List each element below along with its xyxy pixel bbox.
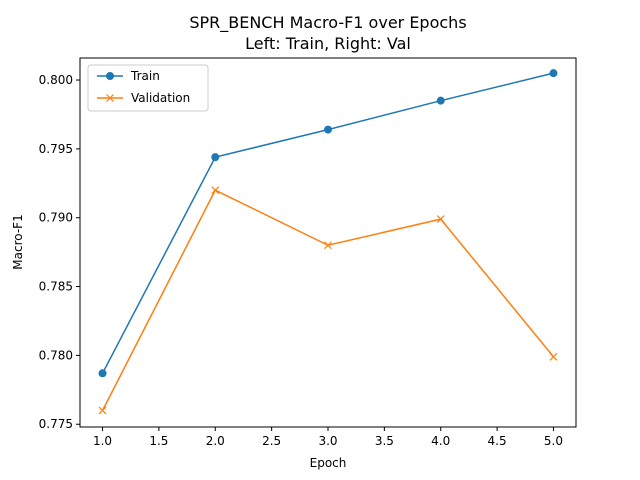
series-layer [98,69,558,415]
y-axis-label: Macro-F1 [11,214,25,269]
y-axis: 0.775 0.780 0.785 0.790 0.795 0.800 [39,73,80,431]
x-tick-label: 3.0 [318,434,337,448]
y-tick-label: 0.800 [39,73,73,87]
x-tick-label: 5.0 [544,434,563,448]
validation-point [436,215,445,224]
x-tick-label: 3.5 [375,434,394,448]
train-point [324,125,332,134]
legend: Train Validation [87,64,209,112]
legend-validation-marker [106,94,114,102]
x-tick-label: 2.0 [206,434,225,448]
x-axis: 1.0 1.5 2.0 2.5 3.0 3.5 4.0 4.5 5.0 [93,427,563,448]
validation-point [98,406,107,415]
train-point [549,69,558,78]
legend-train-label: Train [130,69,160,83]
x-tick-label: 4.5 [488,434,507,448]
y-tick-label: 0.790 [39,211,73,225]
chart-title: SPR_BENCH Macro-F1 over Epochs [189,13,466,33]
y-tick-label: 0.795 [39,142,73,156]
x-axis-label: Epoch [310,456,347,470]
plot-area [79,57,577,428]
validation-point [211,186,220,195]
y-tick-label: 0.785 [39,280,73,294]
legend-validation-label: Validation [131,91,190,105]
legend-x-marker [106,94,114,102]
x-tick-label: 4.0 [431,434,450,448]
legend-train-marker [106,72,114,80]
chart-subtitle: Left: Train, Right: Val [245,34,411,53]
validation-point [549,352,558,361]
y-tick-label: 0.775 [39,417,73,431]
x-tick-label: 2.5 [262,434,281,448]
x-tick-label: 1.5 [149,434,168,448]
train-point [436,96,445,105]
train-point [211,153,220,162]
validation-series-line [101,189,555,411]
x-tick-label: 1.0 [93,434,112,448]
train-series-line [101,72,554,374]
train-point [98,369,107,378]
y-tick-label: 0.780 [39,348,73,362]
validation-point [324,241,332,250]
